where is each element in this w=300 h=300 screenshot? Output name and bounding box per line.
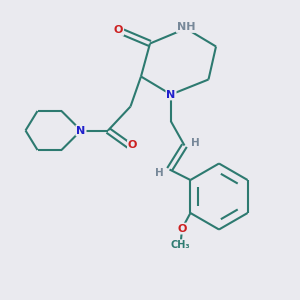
- Text: N: N: [76, 125, 85, 136]
- Text: H: H: [154, 167, 164, 178]
- Text: O: O: [114, 25, 123, 35]
- Text: NH: NH: [177, 22, 195, 32]
- Text: H: H: [190, 137, 200, 148]
- Text: CH₃: CH₃: [171, 240, 190, 250]
- Text: O: O: [177, 224, 187, 234]
- Text: O: O: [128, 140, 137, 151]
- Text: N: N: [167, 89, 176, 100]
